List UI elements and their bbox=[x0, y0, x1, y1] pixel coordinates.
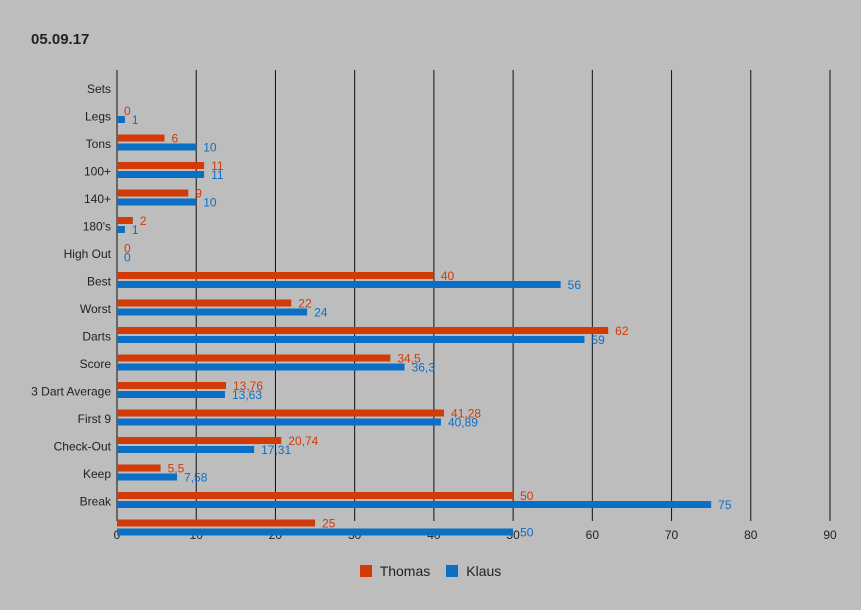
bar-thomas bbox=[117, 299, 292, 307]
bar-klaus bbox=[117, 226, 125, 233]
bar-chart: 0102030405060708090Sets01Legs610Tons1111… bbox=[31, 70, 837, 542]
category-label: 140+ bbox=[84, 192, 111, 206]
bar-thomas bbox=[117, 437, 282, 444]
bar-klaus bbox=[117, 281, 561, 288]
category-label: First 9 bbox=[78, 412, 112, 426]
category-label: Best bbox=[87, 275, 112, 289]
data-label-klaus: 1 bbox=[132, 113, 139, 127]
chart-title: 05.09.17 bbox=[31, 31, 90, 48]
legend-label-klaus: Klaus bbox=[466, 563, 502, 579]
legend-item-klaus[interactable]: Klaus bbox=[446, 563, 501, 579]
data-label-klaus: 11 bbox=[211, 168, 224, 182]
category-label: Legs bbox=[85, 110, 111, 124]
data-label-klaus: 75 bbox=[718, 498, 732, 512]
data-label-klaus: 0 bbox=[124, 251, 131, 265]
category-label: High Out bbox=[64, 247, 112, 261]
category-label: Check-Out bbox=[54, 440, 112, 454]
data-label-thomas: 34,5 bbox=[397, 352, 421, 366]
category-label: 180's bbox=[83, 220, 111, 234]
data-label-klaus: 10 bbox=[203, 141, 217, 155]
category-label: Sets bbox=[87, 82, 111, 96]
data-label-klaus: 13,63 bbox=[232, 388, 262, 402]
data-label-thomas: 6 bbox=[172, 132, 179, 146]
data-label-klaus: 1 bbox=[132, 223, 139, 237]
bar-klaus bbox=[117, 198, 197, 206]
data-label-klaus: 40,89 bbox=[448, 416, 478, 430]
data-label-thomas: 5,5 bbox=[168, 462, 185, 476]
data-label-klaus: 59 bbox=[591, 333, 605, 347]
bar-thomas bbox=[117, 327, 609, 334]
data-label-thomas: 62 bbox=[615, 324, 629, 338]
data-label-klaus: 50 bbox=[520, 526, 534, 540]
legend-item-thomas[interactable]: Thomas bbox=[359, 563, 431, 579]
bar-klaus bbox=[117, 308, 308, 316]
x-tick-label-80: 80 bbox=[744, 528, 758, 542]
data-label-thomas: 13,76 bbox=[233, 379, 263, 393]
legend: Thomas Klaus bbox=[0, 563, 861, 579]
x-tick-label-70: 70 bbox=[665, 528, 679, 542]
data-label-thomas: 40 bbox=[441, 269, 455, 283]
bar-thomas bbox=[117, 492, 514, 499]
data-label-thomas: 20,74 bbox=[288, 434, 318, 448]
bar-thomas bbox=[117, 519, 316, 527]
bar-klaus bbox=[117, 391, 225, 398]
bar-thomas bbox=[117, 464, 161, 472]
data-label-klaus: 10 bbox=[203, 196, 217, 210]
bar-klaus bbox=[117, 446, 255, 453]
data-label-thomas: 41,28 bbox=[451, 407, 481, 421]
data-label-thomas: 9 bbox=[195, 187, 202, 201]
bar-klaus bbox=[117, 528, 514, 536]
data-label-klaus: 36,3 bbox=[412, 361, 436, 375]
x-tick-label-60: 60 bbox=[586, 528, 600, 542]
bar-klaus bbox=[117, 473, 178, 481]
bar-thomas bbox=[117, 189, 189, 197]
data-label-thomas: 50 bbox=[520, 489, 534, 503]
data-label-klaus: 17,31 bbox=[261, 443, 291, 457]
data-label-thomas: 22 bbox=[298, 297, 312, 311]
bar-thomas bbox=[117, 382, 227, 389]
bar-klaus bbox=[117, 171, 205, 178]
category-label: Darts bbox=[82, 330, 111, 344]
bar-klaus bbox=[117, 143, 197, 151]
legend-swatch-klaus bbox=[446, 565, 459, 577]
data-label-klaus: 56 bbox=[568, 278, 582, 292]
category-label: 100+ bbox=[84, 165, 111, 179]
legend-label-thomas: Thomas bbox=[379, 563, 431, 579]
bar-thomas bbox=[117, 162, 205, 169]
legend-swatch-thomas bbox=[359, 565, 372, 577]
category-label: 3 Dart Average bbox=[31, 385, 111, 399]
data-label-klaus: 24 bbox=[314, 306, 328, 320]
category-label: Tons bbox=[86, 137, 111, 151]
bar-klaus bbox=[117, 501, 712, 508]
bar-thomas bbox=[117, 409, 445, 417]
bar-thomas bbox=[117, 134, 165, 142]
bar-klaus bbox=[117, 116, 125, 123]
category-label: Score bbox=[80, 357, 112, 371]
bar-klaus bbox=[117, 418, 441, 426]
data-label-thomas: 0 bbox=[124, 242, 131, 256]
category-label: Worst bbox=[80, 302, 112, 316]
data-label-thomas: 25 bbox=[322, 517, 336, 531]
bar-thomas bbox=[117, 354, 391, 362]
data-label-thomas: 2 bbox=[140, 214, 147, 228]
data-label-thomas: 0 bbox=[124, 104, 131, 118]
x-tick-label-90: 90 bbox=[823, 528, 837, 542]
bar-klaus bbox=[117, 336, 585, 343]
bar-thomas bbox=[117, 217, 133, 224]
data-label-thomas: 11 bbox=[211, 159, 224, 173]
category-label: Keep bbox=[83, 467, 111, 481]
bar-thomas bbox=[117, 272, 434, 279]
data-label-klaus: 7,58 bbox=[184, 471, 208, 485]
category-label: Break bbox=[80, 495, 112, 509]
bar-klaus bbox=[117, 363, 405, 371]
